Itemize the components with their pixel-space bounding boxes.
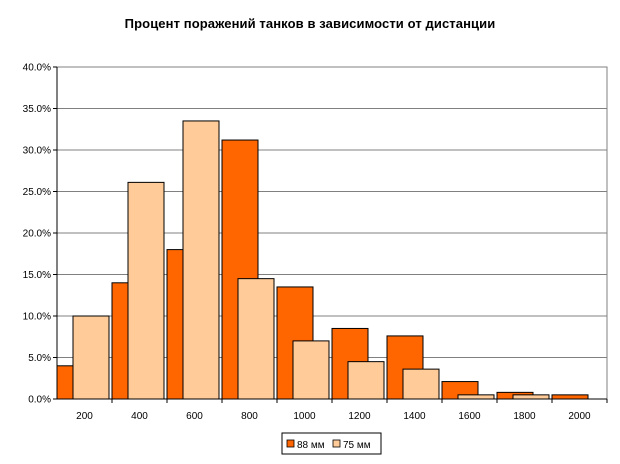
x-tick-label: 600 [186,411,203,422]
y-axis-ticks: 0.0% 5.0% 10.0% 15.0% 20.0% 25.0% 30.0% 35.0% 40… [23,63,57,406]
bar-75-мм-1400 [402,368,440,400]
y-tick-label: 25.0% [23,187,51,198]
legend-swatch-75 [332,439,341,448]
y-tick-label: 15.0% [23,270,51,281]
bar-75-мм-1000 [292,340,330,400]
bar-75-мм-600 [182,120,220,400]
chart-title: Процент поражений танков в зависимости о… [124,16,496,31]
x-axis-ticks: 200 400 600 800 1000 1200 1400 1600 1800 2000 [76,399,608,422]
bar-75-мм-200 [72,315,110,400]
x-tick-label: 1200 [348,411,371,422]
x-tick-label: 2000 [568,411,591,422]
y-tick-label: 30.0% [23,146,51,157]
legend-label-88: 88 мм [297,440,325,451]
x-tick-label: 1600 [458,411,481,422]
y-tick-label: 20.0% [23,229,51,240]
y-tick-label: 0.0% [28,395,51,406]
bar-75-мм-400 [127,181,165,400]
legend: 88 мм 75 мм [281,432,382,455]
bars [56,120,589,400]
bar-75-мм-1200 [347,361,385,400]
legend-label-75: 75 мм [343,440,371,451]
y-tick-label: 40.0% [23,63,51,74]
legend-box [281,432,382,455]
bar-75-мм-1800 [512,394,550,400]
legend-swatch-88 [286,439,295,448]
x-tick-label: 800 [241,411,258,422]
x-tick-label: 1800 [513,411,536,422]
y-tick-label: 10.0% [23,312,51,323]
bar-88-мм-2000 [551,394,589,400]
x-tick-label: 400 [131,411,148,422]
bar-75-мм-800 [237,278,275,400]
x-tick-label: 200 [76,411,93,422]
x-tick-label: 1400 [403,411,426,422]
bar-75-мм-1600 [457,394,495,400]
x-tick-label: 1000 [293,411,316,422]
y-tick-label: 35.0% [23,104,51,115]
y-tick-label: 5.0% [28,353,51,364]
